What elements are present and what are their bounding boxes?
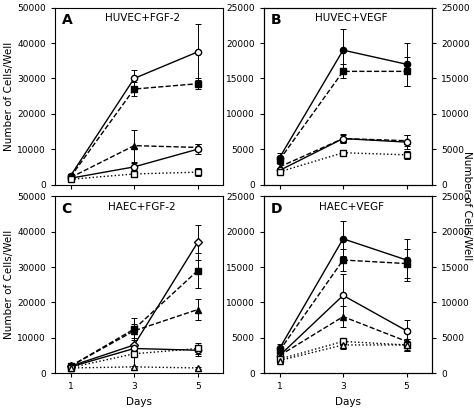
X-axis label: Days: Days: [335, 397, 361, 407]
Text: HAEC+FGF-2: HAEC+FGF-2: [109, 202, 176, 212]
X-axis label: Days: Days: [126, 397, 152, 407]
Text: A: A: [62, 13, 72, 27]
Text: HAEC+VEGF: HAEC+VEGF: [319, 202, 384, 212]
Text: B: B: [270, 13, 281, 27]
Text: C: C: [62, 202, 72, 216]
Text: HUVEC+FGF-2: HUVEC+FGF-2: [105, 13, 180, 23]
Text: D: D: [270, 202, 282, 216]
Text: HUVEC+VEGF: HUVEC+VEGF: [315, 13, 387, 23]
Y-axis label: Number of Cells/Well: Number of Cells/Well: [4, 42, 14, 151]
Y-axis label: Number of Cells/Well: Number of Cells/Well: [4, 230, 14, 339]
Text: Number of Cells/Well: Number of Cells/Well: [462, 151, 472, 260]
